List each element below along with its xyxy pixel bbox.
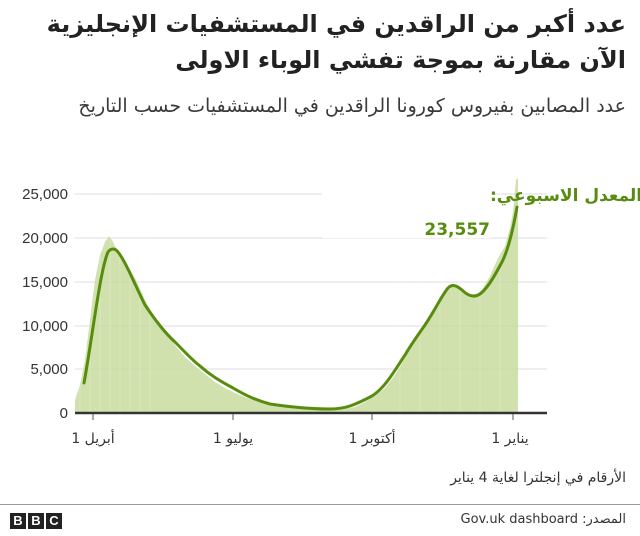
footer-divider <box>0 504 640 505</box>
bbc-logo-letter: C <box>46 513 62 529</box>
svg-text:10,000: 10,000 <box>22 318 68 335</box>
footnote: الأرقام في إنجلترا لغاية 4 يناير <box>450 470 626 486</box>
svg-text:1 أكتوبر: 1 أكتوبر <box>349 429 396 447</box>
bbc-logo-letter: B <box>28 513 44 529</box>
svg-text:1 يوليو: 1 يوليو <box>213 431 253 447</box>
svg-text:1 أبريل: 1 أبريل <box>71 429 114 447</box>
chart-title: عدد أكبر من الراقدين في المستشفيات الإنج… <box>46 10 626 74</box>
x-axis-labels: 1 أبريل 1 يوليو 1 أكتوبر 1 يناير <box>71 429 528 447</box>
svg-text:20,000: 20,000 <box>22 230 68 247</box>
daily-bars-area <box>75 178 518 413</box>
y-axis-labels: 25,000 20,000 15,000 10,000 5,000 0 <box>22 186 68 422</box>
svg-text:5,000: 5,000 <box>30 361 68 378</box>
bbc-logo-letter: B <box>10 513 26 529</box>
annotation-label: المعدل الاسبوعي: <box>490 186 640 206</box>
annotation-background <box>322 182 492 238</box>
chart-subtitle: عدد المصابين بفيروس كورونا الراقدين في ا… <box>78 95 626 117</box>
annotation-value: 23,557 <box>424 220 490 240</box>
weekly-average-line <box>82 205 519 411</box>
x-axis-ticks <box>92 414 514 420</box>
svg-text:25,000: 25,000 <box>22 186 68 203</box>
svg-text:0: 0 <box>60 405 68 422</box>
svg-text:15,000: 15,000 <box>22 274 68 291</box>
bbc-logo: B B C <box>10 513 62 529</box>
hospital-patients-chart: 25,000 20,000 15,000 10,000 5,000 0 1 أب… <box>22 178 640 447</box>
svg-text:1 يناير: 1 يناير <box>491 431 528 447</box>
source-credit: المصدر: Gov.uk dashboard <box>460 512 627 527</box>
